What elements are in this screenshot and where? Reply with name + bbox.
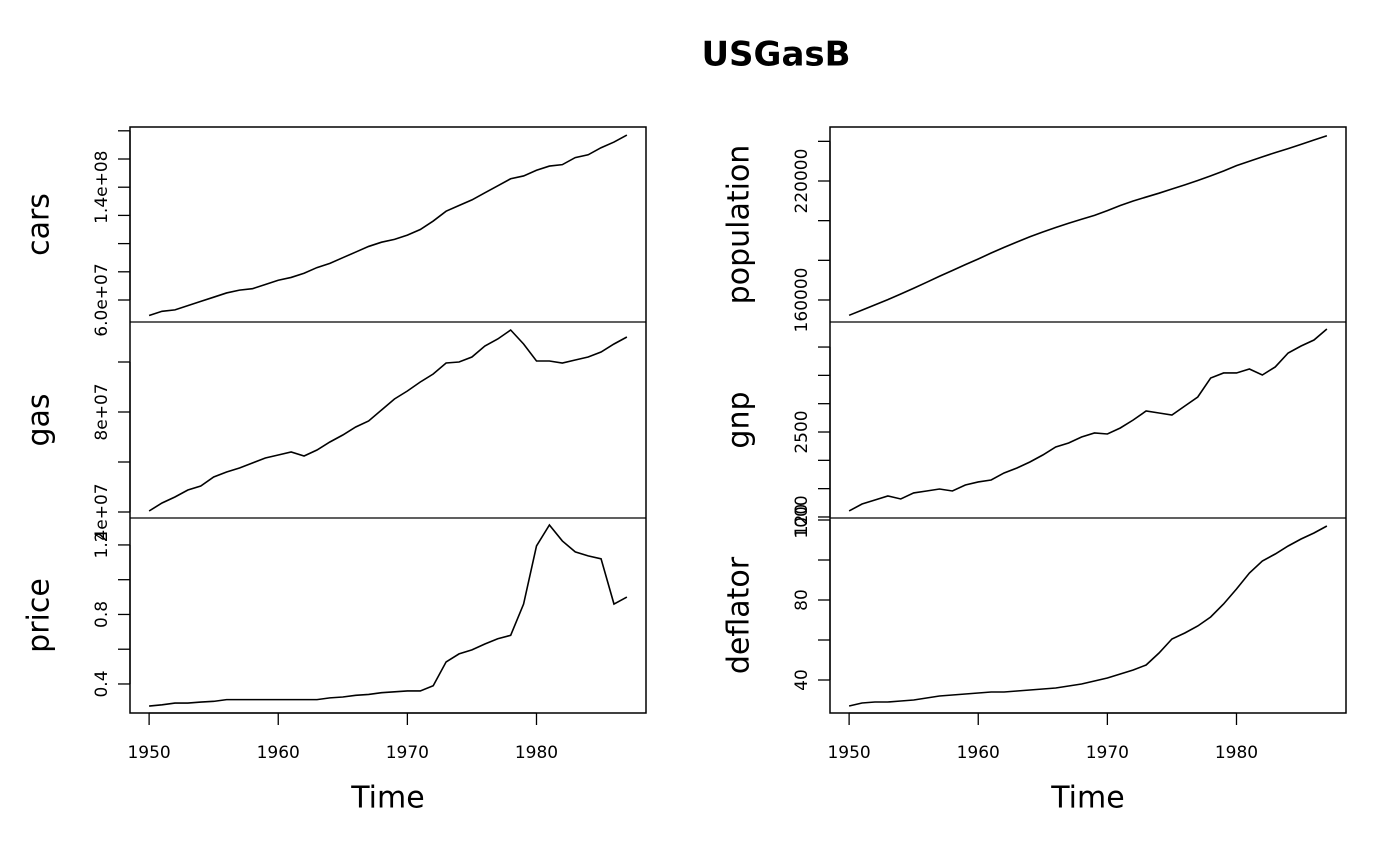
- y-tick-label: 6.0e+07: [92, 263, 112, 336]
- line: [848, 135, 1328, 317]
- y-tick-label: 0.4: [92, 670, 112, 697]
- y-tick-label: 220000: [792, 149, 812, 214]
- y-axis-label: gnp: [722, 391, 757, 448]
- y-tick-label: 40: [792, 669, 812, 691]
- x-tick-label: 1960: [257, 743, 300, 763]
- x-tick-label: 1950: [827, 743, 870, 763]
- x-tick-label: 1980: [1215, 743, 1258, 763]
- y-tick-label: 2500: [792, 410, 812, 453]
- y-tick-label: 1000: [792, 495, 812, 538]
- y-tick-label: 1.4e+08: [92, 151, 112, 224]
- line: [149, 523, 628, 707]
- frame: [129, 126, 647, 714]
- x-tick-label: 1970: [1086, 743, 1129, 763]
- y-axis-label: cars: [22, 193, 57, 256]
- line: [148, 134, 628, 317]
- x-tick-label: 1970: [386, 743, 429, 763]
- frame: [829, 126, 1347, 714]
- x-tick-label: 1960: [957, 743, 1000, 763]
- y-axis-label: gas: [22, 393, 57, 446]
- line: [148, 328, 628, 512]
- y-tick-label: 160000: [792, 268, 812, 333]
- x-tick-label: 1980: [515, 743, 558, 763]
- y-axis-label: price: [22, 578, 57, 653]
- line: [848, 328, 1328, 512]
- x-axis-label: Time: [350, 781, 424, 816]
- y-axis-label: population: [722, 145, 757, 305]
- line: [848, 525, 1328, 707]
- y-tick-label: 0.8: [92, 601, 112, 628]
- y-axis-label: deflator: [722, 556, 757, 674]
- y-tick-label: 1.2: [92, 531, 112, 558]
- y-tick-label: 4e+07: [92, 483, 112, 540]
- chart-title: USGasB: [701, 35, 850, 75]
- y-tick-label: 8e+07: [92, 383, 112, 440]
- x-axis-label: Time: [1050, 781, 1124, 816]
- y-tick-label: 80: [792, 589, 812, 611]
- y-tick-label: 120: [792, 504, 812, 536]
- x-tick-label: 1950: [127, 743, 170, 763]
